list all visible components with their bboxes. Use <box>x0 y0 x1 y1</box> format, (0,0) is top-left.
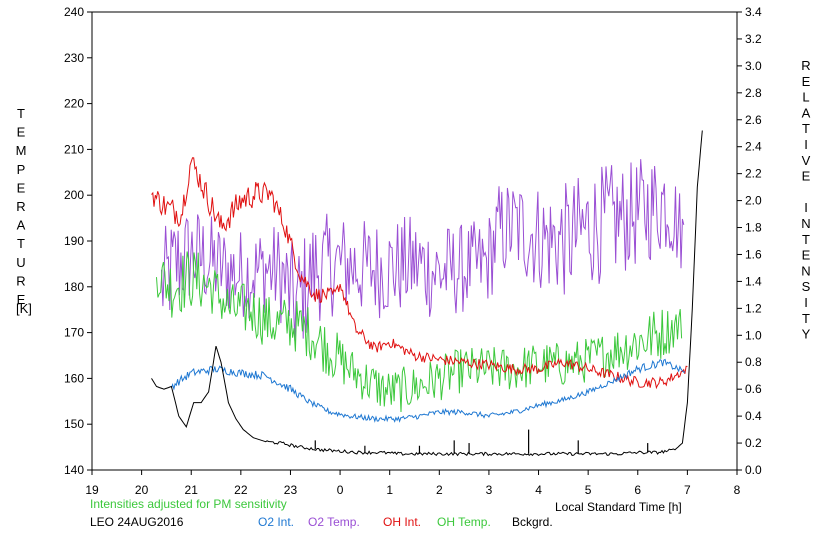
right-axis-letter: T <box>802 121 810 136</box>
left-axis-letter: R <box>16 199 25 214</box>
left-tick-label: 170 <box>64 326 84 340</box>
series-line-oh_int <box>151 157 688 390</box>
series-line-oh_temp <box>156 251 683 413</box>
x-tick-label: 0 <box>337 483 344 497</box>
right-axis-letter: I <box>804 200 808 215</box>
right-axis-letter: Y <box>802 327 811 342</box>
x-tick-label: 19 <box>85 483 99 497</box>
right-axis-letter: R <box>801 58 810 73</box>
x-tick-label: 22 <box>234 483 248 497</box>
x-tick-label: 23 <box>284 483 298 497</box>
right-axis-letter: E <box>802 248 811 263</box>
right-axis-letter: L <box>802 90 809 105</box>
right-axis-letter: T <box>802 232 810 247</box>
left-tick-label: 240 <box>64 5 84 19</box>
left-tick-label: 180 <box>64 280 84 294</box>
right-tick-label: 1.2 <box>745 301 762 315</box>
right-axis-letter: I <box>804 137 808 152</box>
x-tick-label: 5 <box>585 483 592 497</box>
right-tick-label: 2.0 <box>745 194 762 208</box>
right-axis-letter: E <box>802 169 811 184</box>
right-axis-letter: V <box>802 153 811 168</box>
x-tick-label: 8 <box>734 483 741 497</box>
legend-o2-int: O2 Int. <box>258 515 294 529</box>
left-tick-label: 210 <box>64 142 84 156</box>
right-tick-label: 3.4 <box>745 5 762 19</box>
left-tick-label: 190 <box>64 234 84 248</box>
right-tick-label: 1.6 <box>745 247 762 261</box>
series-layer <box>151 130 703 457</box>
right-tick-label: 2.4 <box>745 140 762 154</box>
legend-bckgrd: Bckgrd. <box>512 515 553 529</box>
right-tick-label: 0.0 <box>745 463 762 477</box>
left-axis-unit: [K] <box>16 301 32 316</box>
plot-frame <box>91 11 738 471</box>
right-tick-label: 1.8 <box>745 221 762 235</box>
left-axis-letter: M <box>16 143 27 158</box>
right-tick-label: 3.2 <box>745 32 762 46</box>
left-axis-letter: T <box>17 106 25 121</box>
right-tick-label: 0.8 <box>745 355 762 369</box>
right-axis-letter: A <box>802 105 811 120</box>
right-axis-letter: N <box>801 216 810 231</box>
left-tick-label: 220 <box>64 97 84 111</box>
right-axis-letter: S <box>802 279 811 294</box>
left-tick-label: 140 <box>64 463 84 477</box>
left-tick-label: 200 <box>64 188 84 202</box>
right-tick-label: 1.0 <box>745 328 762 342</box>
station-label: LEO 24AUG2016 <box>90 515 184 529</box>
right-tick-label: 0.4 <box>745 409 762 423</box>
legend-oh-temp: OH Temp. <box>437 515 491 529</box>
right-tick-label: 2.2 <box>745 167 762 181</box>
left-axis-letter: A <box>17 218 26 233</box>
right-tick-label: 0.2 <box>745 436 762 450</box>
left-tick-label: 160 <box>64 371 84 385</box>
left-axis-letter: E <box>17 180 26 195</box>
right-tick-label: 3.0 <box>745 59 762 73</box>
right-tick-label: 2.8 <box>745 86 762 100</box>
right-tick-label: 2.6 <box>745 113 762 127</box>
left-axis-letter: E <box>17 292 26 307</box>
right-axis-letter: N <box>801 263 810 278</box>
legend-o2-temp: O2 Temp. <box>308 515 360 529</box>
x-axis-title: Local Standard Time [h] <box>555 500 682 514</box>
x-tick-label: 21 <box>185 483 199 497</box>
legend-oh-int: OH Int. <box>383 515 421 529</box>
x-tick-label: 3 <box>486 483 493 497</box>
x-tick-label: 20 <box>135 483 149 497</box>
right-tick-label: 0.6 <box>745 382 762 396</box>
left-axis-letter: U <box>16 255 25 270</box>
x-tick-label: 2 <box>436 483 443 497</box>
axis-ticks <box>87 11 742 475</box>
left-tick-label: 230 <box>64 51 84 65</box>
x-tick-label: 4 <box>535 483 542 497</box>
series-line-o2_int <box>170 358 686 423</box>
x-tick-label: 6 <box>634 483 641 497</box>
x-tick-label: 1 <box>386 483 393 497</box>
right-axis-letter: E <box>802 74 811 89</box>
series-line-bckgrd <box>151 130 703 457</box>
right-axis-letter: I <box>804 295 808 310</box>
left-axis-letter: E <box>17 125 26 140</box>
series-line-o2_temp <box>161 159 685 341</box>
right-tick-label: 1.4 <box>745 274 762 288</box>
left-tick-label: 150 <box>64 417 84 431</box>
left-axis-letter: T <box>17 236 25 251</box>
left-axis-letter: P <box>17 162 26 177</box>
x-tick-label: 7 <box>684 483 691 497</box>
right-axis-letter: T <box>802 311 810 326</box>
labels-layer: 1401501601701801902002102202302400.00.20… <box>16 5 811 497</box>
note-text: Intensities adjusted for PM sensitivity <box>90 497 287 511</box>
left-axis-letter: R <box>16 273 25 288</box>
